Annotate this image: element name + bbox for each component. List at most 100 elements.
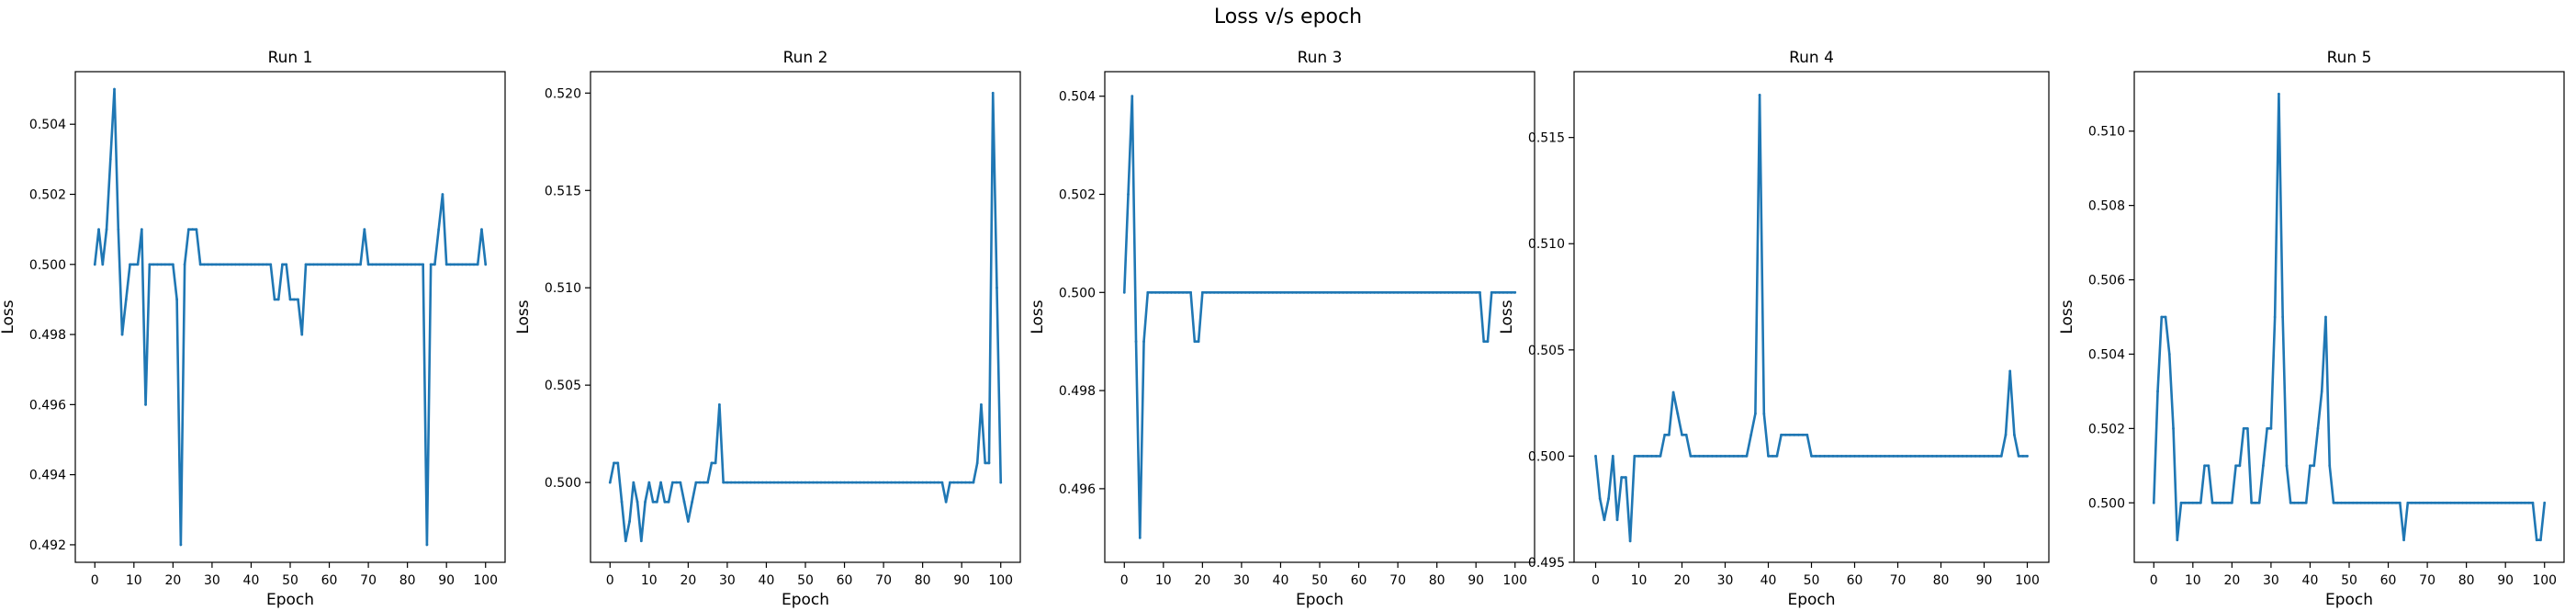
data-point: 11, 0.499	[652, 501, 655, 504]
data-point: 80, 0.5	[1940, 455, 1942, 458]
data-point: 35, 0.5	[1260, 291, 1263, 294]
x-tick-label: 20	[164, 573, 181, 588]
data-point: 95, 0.5	[2524, 502, 2526, 504]
data-point: 4, 0.497	[624, 539, 627, 542]
data-point: 57, 0.5	[831, 481, 834, 484]
x-tick-label: 70	[875, 573, 892, 588]
x-tick-label: 100	[2015, 573, 2040, 588]
x-axis-label: Epoch	[1296, 591, 1344, 609]
data-point: 83, 0.5	[933, 481, 936, 484]
data-point: 22, 0.5	[694, 481, 697, 484]
data-point: 14, 0.499	[663, 501, 666, 504]
data-point: 7, 0.498	[121, 334, 124, 336]
data-point: 34, 0.5	[1741, 455, 1744, 458]
data-point: 6, 0.499	[2176, 538, 2178, 541]
data-point: 50, 0.499	[289, 299, 292, 301]
x-axis-label: Epoch	[2325, 591, 2373, 609]
data-point: 72, 0.5	[2434, 502, 2436, 504]
data-point: 73, 0.5	[894, 481, 896, 484]
x-tick-label: 30	[1233, 573, 1250, 588]
data-point: 74, 0.5	[383, 263, 386, 266]
x-tick-label: 50	[1311, 573, 1328, 588]
data-point: 46, 0.499	[274, 299, 276, 301]
data-point: 35, 0.5	[231, 263, 233, 266]
data-point: 10, 0.5	[647, 481, 650, 484]
data-point: 32, 0.511	[2278, 93, 2280, 96]
data-point: 70, 0.5	[883, 481, 885, 484]
data-point: 14, 0.5	[1177, 291, 1180, 294]
data-point: 29, 0.5	[722, 481, 725, 484]
data-point: 54, 0.5	[1828, 455, 1830, 458]
data-point: 88, 0.501	[437, 228, 440, 231]
x-tick-label: 0	[1120, 573, 1129, 588]
data-point: 32, 0.5	[1248, 291, 1251, 294]
data-point: 7, 0.5	[2180, 502, 2183, 504]
data-point: 14, 0.5	[1655, 455, 1658, 458]
data-point: 34, 0.501	[2286, 464, 2289, 467]
data-point: 53, 0.5	[2359, 502, 2362, 504]
data-point: 29, 0.5	[1236, 291, 1239, 294]
data-point: 56, 0.5	[1342, 291, 1344, 294]
data-point: 92, 0.5	[968, 481, 971, 484]
data-point: 58, 0.5	[321, 263, 323, 266]
data-point: 92, 0.5	[1992, 455, 1995, 458]
data-point: 62, 0.5	[851, 481, 854, 484]
x-tick-label: 50	[797, 573, 814, 588]
data-point: 91, 0.5	[1479, 291, 1481, 294]
data-point: 19, 0.499	[1198, 340, 1200, 343]
data-point: 94, 0.5	[1490, 291, 1493, 294]
data-point: 71, 0.5	[886, 481, 889, 484]
data-point: 31, 0.505	[2274, 316, 2277, 319]
data-point: 42, 0.502	[2317, 427, 2320, 430]
x-axis-label: Epoch	[266, 591, 314, 609]
data-point: 9, 0.5	[1633, 455, 1636, 458]
data-point: 37, 0.5	[1267, 291, 1270, 294]
data-point: 39, 0.5	[1276, 291, 1278, 294]
data-point: 68, 0.5	[359, 263, 362, 266]
data-point: 72, 0.5	[375, 263, 377, 266]
data-point: 39, 0.5	[761, 481, 764, 484]
data-point: 39, 0.5	[246, 263, 249, 266]
data-point: 91, 0.5	[964, 481, 967, 484]
data-point: 33, 0.5	[1252, 291, 1254, 294]
data-point: 38, 0.5	[242, 263, 245, 266]
data-point: 21, 0.501	[1685, 434, 1688, 436]
data-point: 48, 0.5	[2340, 502, 2343, 504]
data-point: 87, 0.5	[949, 481, 951, 484]
data-point: 6, 0.499	[1620, 476, 1623, 479]
data-point: 61, 0.5	[332, 263, 334, 266]
data-point: 20, 0.5	[172, 263, 174, 266]
data-point: 51, 0.5	[1322, 291, 1325, 294]
data-point: 2, 0.5	[101, 263, 104, 266]
data-point: 16, 0.5	[671, 481, 674, 484]
data-point: 97, 0.5	[473, 263, 476, 266]
data-point: 10, 0.5	[1162, 291, 1164, 294]
data-point: 13, 0.501	[2203, 464, 2206, 467]
data-point: 94, 0.5	[2520, 502, 2523, 504]
data-point: 27, 0.501	[714, 462, 717, 465]
data-point: 97, 0.501	[988, 462, 991, 465]
data-point: 100, 0.5	[484, 263, 487, 266]
data-point: 91, 0.5	[2508, 502, 2511, 504]
data-point: 0, 0.5	[1594, 455, 1597, 458]
data-point: 44, 0.5	[1295, 291, 1298, 294]
data-point: 50, 0.5	[1319, 291, 1322, 294]
data-point: 74, 0.5	[2442, 502, 2445, 504]
data-point: 96, 0.5	[468, 263, 471, 266]
data-point: 94, 0.5	[2000, 455, 2003, 458]
data-point: 66, 0.5	[1381, 291, 1384, 294]
x-tick-label: 100	[2532, 573, 2557, 588]
data-point: 86, 0.499	[945, 501, 948, 504]
data-point: 87, 0.5	[1463, 291, 1466, 294]
data-point: 60, 0.5	[2387, 502, 2390, 504]
x-axis-label: Epoch	[1787, 591, 1835, 609]
x-tick-label: 10	[2185, 573, 2201, 588]
y-tick-label: 0.508	[2088, 199, 2125, 214]
data-point: 44, 0.5	[781, 481, 783, 484]
data-point: 98, 0.52	[992, 92, 995, 95]
data-point: 71, 0.5	[1400, 291, 1403, 294]
data-point: 64, 0.499	[2402, 538, 2405, 541]
data-point: 38, 0.5	[2301, 502, 2304, 504]
data-point: 82, 0.5	[1949, 455, 1952, 458]
data-point: 38, 0.517	[1759, 94, 1761, 96]
